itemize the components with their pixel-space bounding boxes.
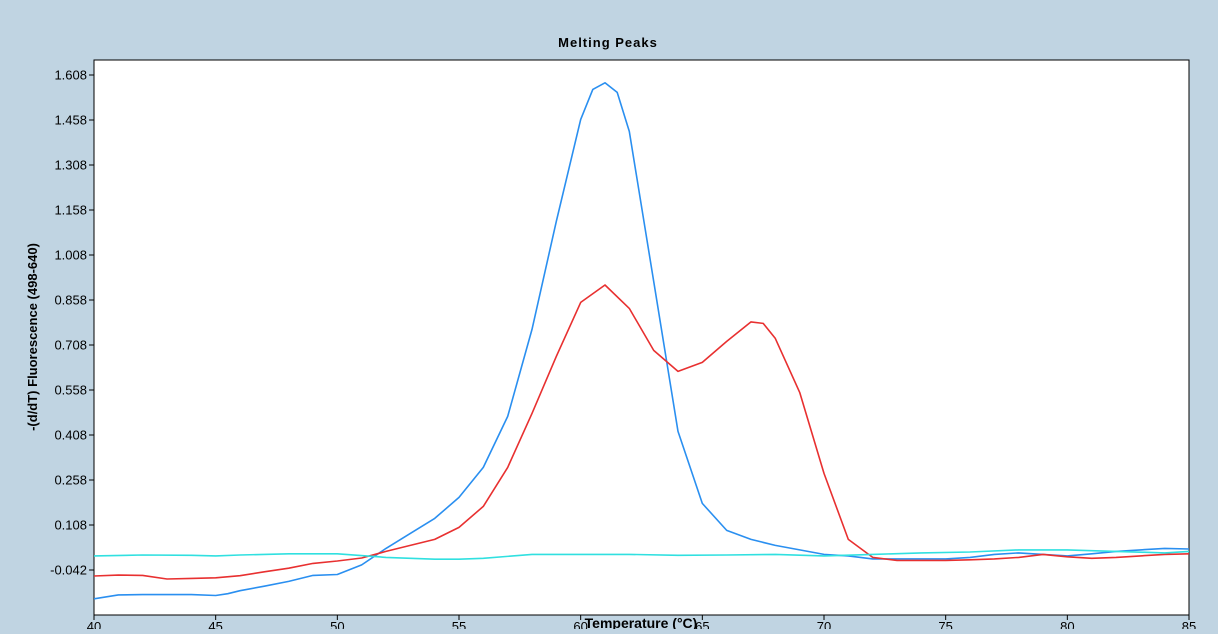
x-tick-label: 45: [208, 619, 222, 629]
y-tick-label: -0.042: [50, 563, 87, 578]
plot-area: [93, 59, 1190, 616]
y-axis: -0.042 0.108 0.258 0.408 0.558 0.708 0.858 1.00…: [50, 68, 94, 578]
series-line-3: [94, 549, 1189, 561]
chart-title: Melting Peaks: [558, 35, 658, 50]
y-tick-label: 0.408: [54, 428, 87, 443]
y-tick-label: 0.258: [54, 473, 87, 488]
x-axis-label: Temperature (°C): [585, 615, 698, 629]
x-tick-label: 55: [452, 619, 466, 629]
series-line-1: [94, 82, 1189, 600]
y-tick-label: 0.708: [54, 338, 87, 353]
y-tick-label: 0.858: [54, 293, 87, 308]
x-tick-label: 70: [817, 619, 831, 629]
x-tick-label: 50: [330, 619, 344, 629]
y-tick-label: 1.608: [54, 68, 87, 83]
x-tick-label: 75: [938, 619, 952, 629]
y-axis-label: -(d/dT) Fluorescence (498-640): [25, 243, 40, 431]
y-tick-label: 1.308: [54, 158, 87, 173]
y-tick-label: 0.558: [54, 383, 87, 398]
y-tick-label: 1.458: [54, 113, 87, 128]
x-tick-label: 40: [87, 619, 101, 629]
x-tick-label: 85: [1182, 619, 1196, 629]
series-line-2: [94, 284, 1189, 580]
y-tick-label: 1.158: [54, 203, 87, 218]
y-tick-label: 1.008: [54, 248, 87, 263]
x-tick-label: 80: [1060, 619, 1074, 629]
y-tick-label: 0.108: [54, 518, 87, 533]
series-group: [94, 82, 1189, 600]
